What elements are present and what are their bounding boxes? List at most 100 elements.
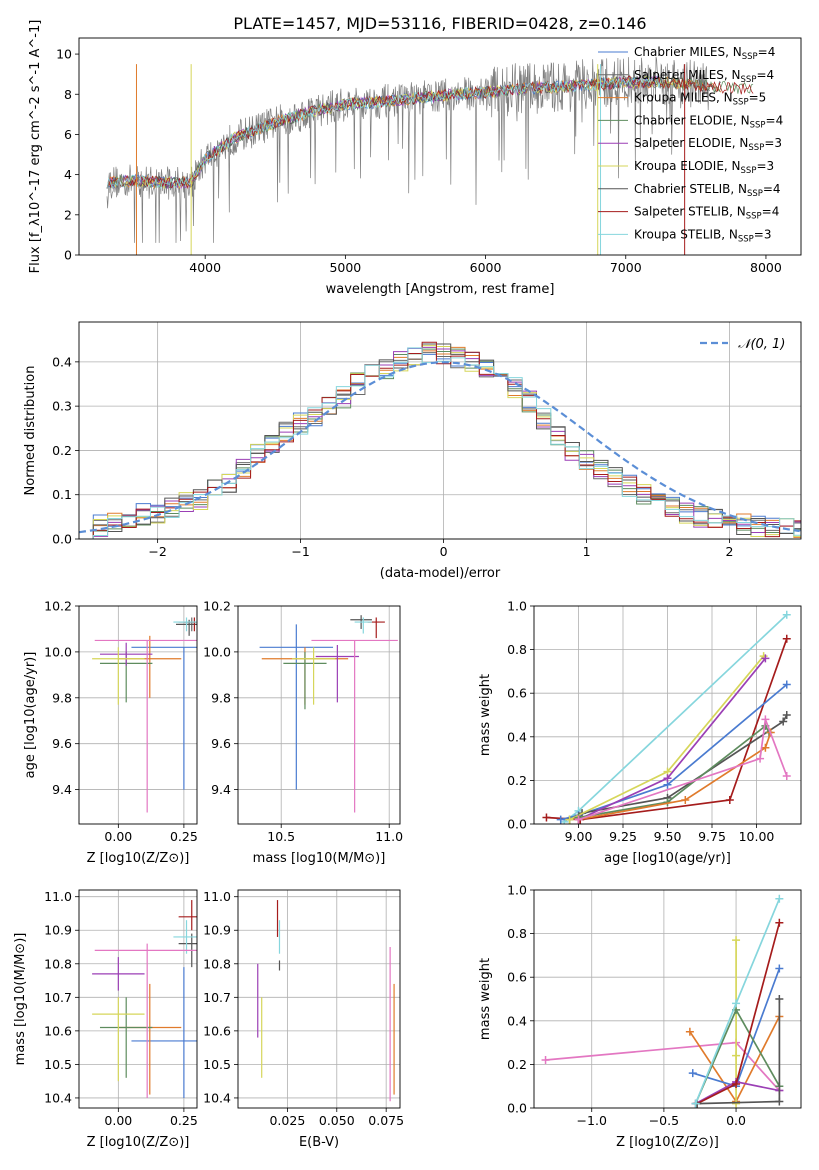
y-tick-label: 11.0 [203, 889, 231, 904]
legend-label: Salpeter MILES, NSSP=4 [634, 68, 774, 85]
y-tick-label: 11.0 [44, 889, 72, 904]
panel-residuals: −2 −1 0 1 2 0.0 0.1 0.2 0.3 0.4 (data-model)/error… [23, 321, 802, 581]
panel-age-vs-Z: 0.00 0.25 9.4 9.6 9.8 10.0 10.2 Z [log10(Z/Z⊙)]… [23, 599, 198, 867]
axes-frame [237, 605, 401, 825]
legend-label: Kroupa ELODIE, NSSP=3 [634, 159, 774, 176]
x-tick-label: 0.050 [319, 1113, 355, 1128]
histogram-salpeter-stelib [79, 341, 801, 539]
plot-area [92, 617, 197, 813]
x-tick-label: 5000 [329, 260, 361, 275]
y-tick-label: 10.9 [203, 923, 231, 938]
x-axis-label: mass [log10(M/M⊙)] [253, 851, 386, 866]
y-tick-label: 9.8 [211, 690, 231, 705]
panel-mass-vs-Z: 0.00 0.25 10.4 10.5 10.6 10.7 10.8 10.9 11.0 Z [l… [13, 889, 198, 1150]
y-tick-label: 10.0 [203, 644, 231, 659]
histogram-chabrier-miles [79, 347, 801, 539]
axes-frame [78, 321, 802, 540]
y-axis-label: Normed distribution [23, 366, 38, 496]
panel-massweight-vs-Z: −1.0 −0.5 0.0 0.0 0.2 0.4 0.6 0.8 1.0 Z [log10(Z/… [478, 883, 802, 1150]
x-tick-label: 0.075 [368, 1113, 404, 1128]
y-tick-label: 0.4 [52, 354, 72, 369]
x-tick-label: 9.00 [565, 829, 593, 844]
spectrum-model-salpeter-elodie [106, 75, 661, 189]
panel-massweight-vs-age: 9.00 9.25 9.50 9.75 10.00 0.0 0.2 0.4 0.6 0.8 1.0 a… [478, 599, 802, 866]
plot-area [541, 894, 784, 1108]
x-axis-label: (data-model)/error [380, 566, 501, 581]
y-tick-label: 10.7 [203, 990, 231, 1005]
x-tick-label: 2 [726, 544, 734, 559]
y-tick-label: 10.8 [44, 956, 72, 971]
y-tick-label: 0.3 [52, 399, 72, 414]
y-axis-label: mass [log10(M/M⊙)] [13, 933, 28, 1066]
weight-marker [756, 754, 765, 763]
y-tick-label: 0.8 [507, 926, 527, 941]
y-tick-label: 10.2 [203, 599, 231, 614]
weight-marker [782, 772, 791, 781]
x-tick-label: 0.025 [269, 1113, 305, 1128]
y-tick-label: 10.5 [203, 1057, 231, 1072]
y-tick-label: 10.7 [44, 990, 72, 1005]
y-tick-label: 0.6 [507, 686, 527, 701]
y-axis-label: mass weight [478, 674, 493, 756]
x-tick-label: 0.25 [170, 1113, 198, 1128]
weight-marker [685, 1027, 694, 1036]
weight-marker [574, 815, 583, 824]
x-tick-label: 10.5 [267, 829, 295, 844]
y-tick-label: 0.0 [52, 532, 72, 547]
y-axis-label: mass weight [478, 958, 493, 1040]
y-tick-label: 1.0 [507, 883, 527, 898]
x-tick-label: 9.75 [698, 829, 726, 844]
x-tick-label: 0 [440, 544, 448, 559]
weight-marker [565, 815, 574, 824]
weight-marker [732, 1051, 741, 1060]
y-tick-label: 10.0 [44, 644, 72, 659]
x-tick-label: 8000 [750, 260, 782, 275]
y-tick-label: 0.0 [507, 817, 527, 832]
plot-area [259, 615, 398, 813]
histogram-chabrier-elodie [79, 348, 801, 539]
y-tick-label: 0.8 [507, 642, 527, 657]
y-axis-label: Flux [f_λ10^-17 erg cm^-2 s^-1 A^-1] [28, 20, 43, 274]
y-tick-label: 0.0 [507, 1101, 527, 1116]
axes-frame [78, 889, 198, 1109]
legend-label: Salpeter STELIB, NSSP=4 [634, 205, 779, 222]
weight-marker [761, 743, 770, 752]
panel-mass-vs-EBV: 0.025 0.050 0.075 10.4 10.5 10.6 10.7 10.8 10.9 1… [203, 889, 404, 1150]
y-tick-label: 0.1 [52, 487, 72, 502]
weight-marker [761, 654, 770, 663]
legend-label: Kroupa MILES, NSSP=5 [634, 91, 766, 108]
y-tick-label: 0 [64, 248, 72, 263]
weight-marker [556, 815, 565, 824]
weight-marker [541, 1056, 550, 1065]
plot-area [79, 341, 801, 539]
y-tick-label: 9.8 [52, 690, 72, 705]
legend: 𝒩(0, 1) [700, 337, 785, 352]
axes-frame [78, 37, 802, 256]
weight-line [578, 732, 772, 821]
weight-marker [663, 774, 672, 783]
normal-curve [79, 361, 800, 534]
legend-label: Chabrier ELODIE, NSSP=4 [634, 113, 783, 130]
y-tick-label: 8 [64, 87, 72, 102]
plot-area [542, 610, 791, 824]
weight-line [569, 655, 765, 821]
weight-line [578, 719, 788, 821]
plot-area [92, 900, 197, 1098]
y-tick-label: 0.2 [507, 1057, 527, 1072]
x-tick-label: 0.0 [726, 1113, 746, 1128]
y-tick-label: 10.6 [44, 1023, 72, 1038]
y-tick-label: 0.2 [507, 773, 527, 788]
spectrum-model-kroupa-stelib [106, 76, 661, 190]
weight-marker [782, 680, 791, 689]
y-tick-label: 0.6 [507, 970, 527, 985]
x-tick-label: 9.50 [654, 829, 682, 844]
weight-marker [782, 610, 791, 619]
x-tick-label: 0.00 [104, 829, 132, 844]
x-axis-label: Z [log10(Z/Z⊙)] [616, 1135, 719, 1150]
y-tick-label: 9.4 [52, 782, 72, 797]
x-tick-label: −2 [148, 544, 166, 559]
weight-marker [732, 936, 741, 945]
weight-marker [725, 796, 734, 805]
y-tick-label: 10.4 [44, 1090, 72, 1105]
